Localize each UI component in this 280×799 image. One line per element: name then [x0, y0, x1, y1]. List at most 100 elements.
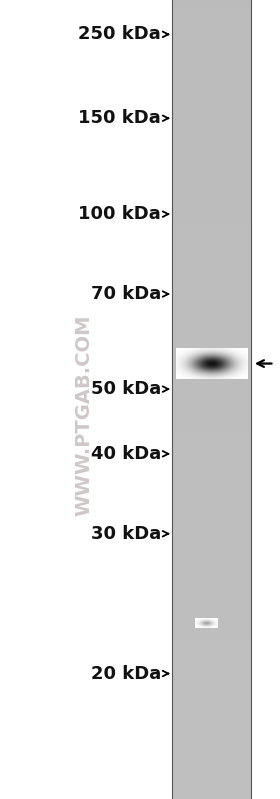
- Text: WWW.PTGAB.COM: WWW.PTGAB.COM: [74, 315, 94, 516]
- Bar: [172, 735, 251, 743]
- Bar: [172, 631, 251, 639]
- Bar: [172, 727, 251, 735]
- Bar: [172, 527, 251, 535]
- Bar: [172, 431, 251, 439]
- Bar: [172, 288, 251, 296]
- Bar: [172, 280, 251, 288]
- Bar: [172, 104, 251, 112]
- Bar: [172, 128, 251, 136]
- Bar: [172, 0, 251, 8]
- Bar: [172, 495, 251, 503]
- Bar: [172, 455, 251, 463]
- Bar: [172, 695, 251, 703]
- Bar: [172, 272, 251, 280]
- Bar: [172, 336, 251, 344]
- Bar: [172, 48, 251, 56]
- Bar: [172, 192, 251, 200]
- Bar: [172, 224, 251, 232]
- Bar: [172, 575, 251, 583]
- Bar: [172, 471, 251, 479]
- Bar: [172, 519, 251, 527]
- Bar: [172, 407, 251, 415]
- Bar: [172, 599, 251, 607]
- Text: 50 kDa: 50 kDa: [91, 380, 161, 398]
- Bar: [172, 511, 251, 519]
- Bar: [172, 168, 251, 176]
- Bar: [172, 360, 251, 368]
- Bar: [172, 120, 251, 128]
- Bar: [172, 344, 251, 352]
- Text: 30 kDa: 30 kDa: [91, 525, 161, 543]
- Bar: [172, 216, 251, 224]
- Bar: [172, 775, 251, 783]
- Bar: [172, 136, 251, 144]
- Bar: [172, 711, 251, 719]
- Bar: [172, 791, 251, 799]
- Text: 250 kDa: 250 kDa: [78, 26, 161, 43]
- Bar: [172, 304, 251, 312]
- Bar: [172, 32, 251, 40]
- Bar: [172, 503, 251, 511]
- Bar: [172, 72, 251, 80]
- Bar: [172, 479, 251, 487]
- Bar: [172, 551, 251, 559]
- Bar: [172, 144, 251, 152]
- Bar: [172, 328, 251, 336]
- Bar: [172, 679, 251, 687]
- Bar: [172, 64, 251, 72]
- Bar: [172, 623, 251, 631]
- Bar: [172, 591, 251, 599]
- Bar: [172, 423, 251, 431]
- Bar: [172, 160, 251, 168]
- Bar: [172, 463, 251, 471]
- Text: 20 kDa: 20 kDa: [91, 665, 161, 682]
- Bar: [172, 8, 251, 16]
- Bar: [172, 200, 251, 208]
- Bar: [172, 112, 251, 120]
- Bar: [172, 392, 251, 400]
- Bar: [172, 16, 251, 24]
- Bar: [172, 559, 251, 567]
- Bar: [172, 80, 251, 88]
- Bar: [172, 88, 251, 96]
- Bar: [172, 647, 251, 655]
- Bar: [172, 783, 251, 791]
- Bar: [172, 663, 251, 671]
- Bar: [172, 176, 251, 184]
- Bar: [172, 687, 251, 695]
- Text: 100 kDa: 100 kDa: [78, 205, 161, 223]
- Bar: [172, 759, 251, 767]
- Bar: [172, 208, 251, 216]
- Bar: [172, 415, 251, 423]
- Text: 70 kDa: 70 kDa: [91, 285, 161, 303]
- Bar: [172, 24, 251, 32]
- Bar: [172, 703, 251, 711]
- Bar: [172, 447, 251, 455]
- Bar: [172, 671, 251, 679]
- Bar: [172, 615, 251, 623]
- Bar: [172, 655, 251, 663]
- Bar: [172, 368, 251, 376]
- Bar: [172, 743, 251, 751]
- Bar: [172, 352, 251, 360]
- Bar: [172, 535, 251, 543]
- Bar: [172, 384, 251, 392]
- Bar: [172, 248, 251, 256]
- Bar: [172, 639, 251, 647]
- Bar: [172, 719, 251, 727]
- Bar: [172, 296, 251, 304]
- Bar: [172, 56, 251, 64]
- Bar: [172, 767, 251, 775]
- Text: 150 kDa: 150 kDa: [78, 109, 161, 127]
- Bar: [172, 607, 251, 615]
- Bar: [172, 152, 251, 160]
- Bar: [172, 96, 251, 104]
- Bar: [172, 400, 251, 407]
- Bar: [172, 240, 251, 248]
- Bar: [172, 583, 251, 591]
- Bar: [172, 256, 251, 264]
- Bar: [172, 543, 251, 551]
- Bar: [172, 439, 251, 447]
- Bar: [172, 40, 251, 48]
- Bar: [172, 184, 251, 192]
